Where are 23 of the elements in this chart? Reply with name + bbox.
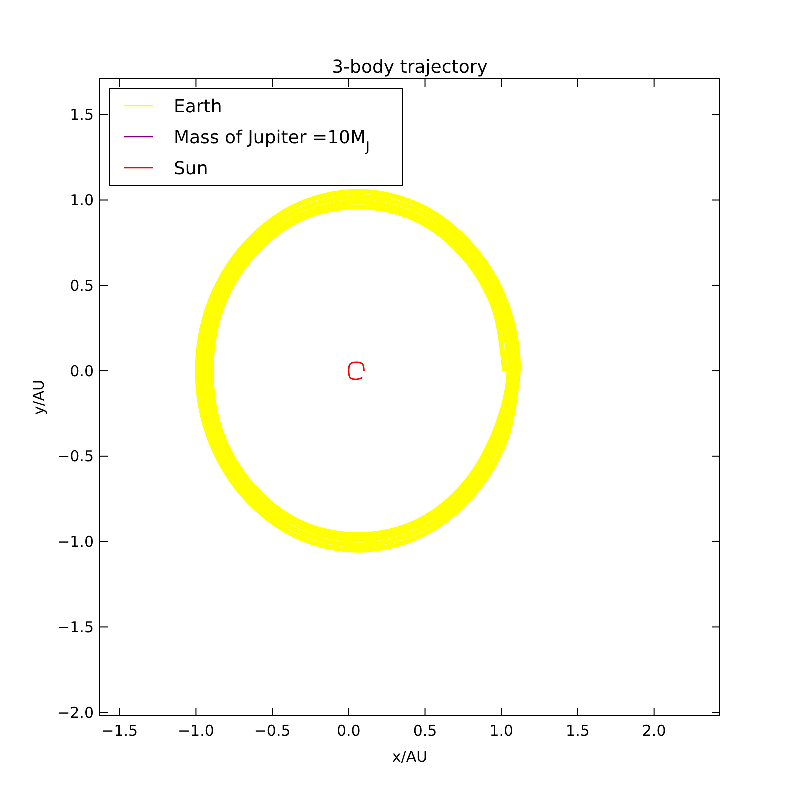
y-tick-label: −2.0 — [58, 704, 94, 722]
y-tick-label: 0.0 — [70, 362, 94, 380]
chart-title: 3-body trajectory — [332, 57, 488, 78]
y-tick-label: 1.5 — [70, 106, 94, 124]
x-axis-title: x/AU — [392, 748, 428, 766]
x-tick-label: −0.5 — [254, 722, 291, 740]
x-tick-label: −1.5 — [102, 722, 138, 740]
x-tick-label: 2.0 — [642, 722, 666, 740]
line-series — [348, 362, 365, 380]
y-tick-label: −1.0 — [58, 533, 94, 552]
y-tick-label: 0.5 — [70, 276, 94, 295]
legend-label: Earth — [174, 96, 222, 118]
x-tick-label: 0.0 — [336, 722, 361, 740]
y-tick-label: 1.0 — [70, 192, 94, 210]
legend-label: Mass of Jupiter =10M$_{J}$ — [174, 127, 370, 156]
y-axis-title: y/AU — [30, 380, 48, 416]
x-tick-label: −1.0 — [178, 722, 214, 740]
y-tick-label: −1.5 — [58, 618, 94, 636]
x-tick-label: 1.5 — [566, 722, 590, 740]
x-tick-label: 1.0 — [490, 722, 514, 740]
y-tick-label: −0.5 — [58, 448, 94, 466]
x-tick-label: 0.5 — [413, 722, 438, 740]
legend-label: Sun — [174, 158, 208, 180]
